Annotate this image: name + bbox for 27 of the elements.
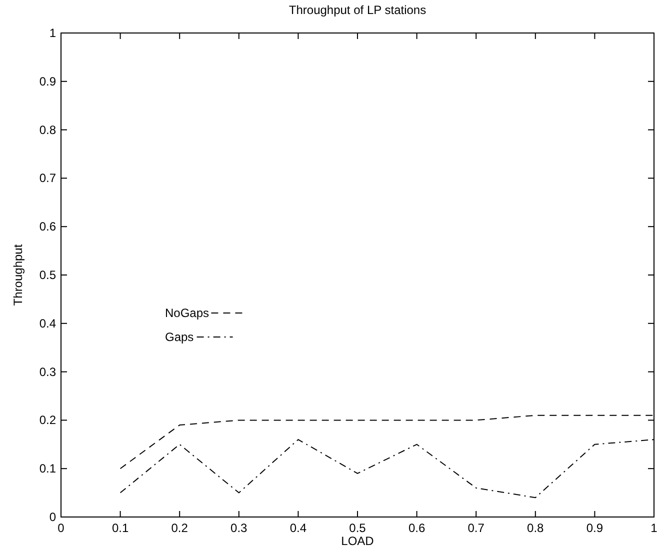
x-tick-label: 0.4 [290,521,307,535]
x-axis-title: LOAD [341,534,374,548]
x-tick-label: 0 [58,521,65,535]
y-tick-label: 0.1 [39,462,56,476]
x-tick-label: 0.3 [230,521,248,535]
legend-label: NoGaps [165,306,210,320]
x-tick-label: 0.7 [468,521,485,535]
y-tick-label: 0 [49,510,56,524]
y-tick-label: 0.3 [39,364,56,379]
y-tick-label: 0.5 [39,268,56,282]
x-tick-label: 0.5 [349,521,366,535]
legend-label: Gaps [165,330,194,344]
y-tick-label: 0.6 [39,220,56,234]
y-tick-label: 1 [49,26,56,40]
chart-title: Throughput of LP stations [288,3,426,17]
x-tick-label: 0.2 [171,521,188,535]
x-tick-label: 0.8 [527,521,544,535]
y-tick-label: 0.9 [39,74,56,88]
y-tick-label: 0.2 [39,413,56,428]
y-tick-label: 0.7 [39,171,56,186]
x-tick-label: 0.1 [112,521,129,535]
y-axis-title: Throughput [11,244,25,306]
x-tick-label: 0.9 [586,521,604,535]
x-tick-label: 1 [650,521,657,535]
y-tick-label: 0.4 [39,316,56,330]
y-tick-label: 0.8 [39,122,56,137]
x-tick-label: 0.6 [408,521,426,535]
